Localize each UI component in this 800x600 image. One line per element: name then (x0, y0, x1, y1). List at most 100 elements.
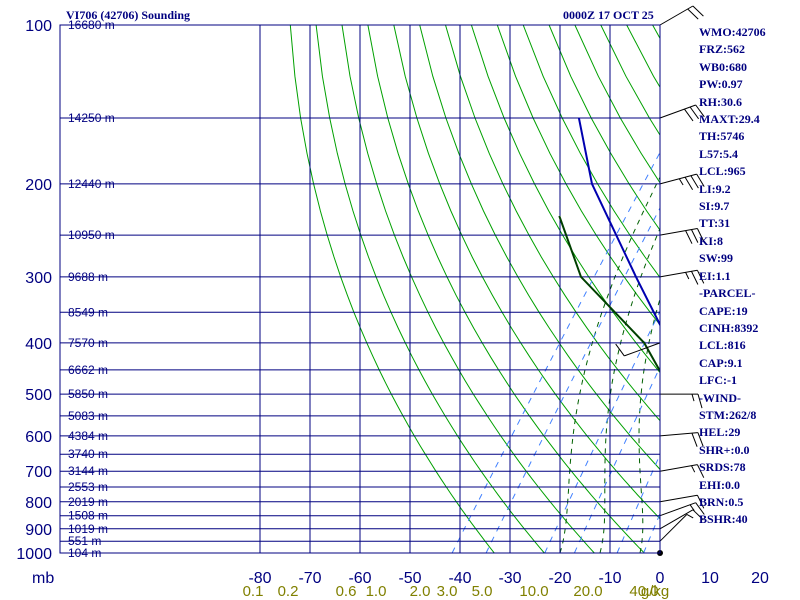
index-item: SW:99 (699, 251, 734, 266)
mixing-ratio-axis: 0.1 0.2 0.6 1.0 2.0 3.0 5.0 10.0 20.0 40.0g/kg (243, 583, 670, 600)
wind-barb (659, 513, 694, 542)
height-label: 3144 m (68, 464, 108, 478)
barb-staff (659, 464, 698, 472)
height-label: 5083 m (68, 409, 108, 423)
index-item: KI:8 (699, 233, 723, 248)
dry-adiabat (393, 25, 660, 520)
mixing-ratio-label: 0.2 (278, 583, 299, 600)
height-label: 12440 m (68, 177, 115, 191)
temperature-axis: -80-70-60-50-40-30-20-10010203040 (248, 570, 769, 587)
temperature-tick-label: -40 (448, 570, 471, 587)
index-item: LCL:816 (699, 338, 746, 353)
dry-adiabat (419, 25, 660, 471)
pressure-tick-label: 500 (25, 387, 52, 404)
wind-barb (659, 104, 705, 122)
barb-flag (696, 228, 705, 242)
dry-adiabat (496, 25, 660, 326)
pressure-tick-label: 800 (25, 495, 52, 512)
barb-staff (659, 514, 688, 542)
barb-flag (696, 173, 705, 187)
index-item: EI:1.1 (699, 268, 731, 283)
index-item: WB0:680 (699, 59, 747, 74)
height-label: 4384 m (68, 429, 108, 443)
index-item: WMO:42706 (699, 25, 766, 39)
index-item: PW:0.97 (699, 77, 743, 92)
pressure-tick-label: 100 (25, 18, 52, 35)
index-item: BRN:0.5 (699, 494, 744, 509)
mixing-ratio-line (451, 151, 660, 553)
barb-flag (697, 432, 704, 447)
index-item: LI:9.2 (699, 181, 731, 196)
mixing-ratio-label: 40.0 (629, 583, 658, 600)
dry-adiabat (289, 25, 495, 553)
barb-flag (692, 5, 704, 17)
index-item: LCL:965 (699, 164, 746, 179)
barb-flag (696, 464, 705, 478)
mixing-ratio-label: 0.1 (243, 583, 264, 600)
barb-flag (692, 509, 704, 521)
index-item: HEL:29 (699, 425, 741, 440)
barb-staff (659, 269, 698, 278)
temperature-tick-label: -70 (298, 570, 321, 587)
wind-barb (659, 269, 705, 285)
barb-staff (624, 342, 661, 357)
dry-adiabats (289, 25, 660, 553)
height-label: 1019 m (68, 522, 108, 536)
barb-flag (691, 432, 698, 447)
barb-flag (697, 393, 703, 409)
index-item: SHR+:0.0 (699, 442, 750, 457)
index-item: -PARCEL- (699, 286, 756, 301)
mixing-ratio-label: g/kg (641, 583, 669, 600)
pressure-tick-label: 400 (25, 336, 52, 353)
dry-adiabat (341, 25, 595, 553)
temperature-tick-label: -60 (348, 570, 371, 587)
pressure-tick-label: 200 (25, 177, 52, 194)
pressure-tick-label: 900 (25, 522, 52, 539)
temperature-tick-label: -80 (248, 570, 271, 587)
height-label: 551 m (68, 534, 101, 548)
index-item: CAPE:19 (699, 303, 748, 318)
index-item: TH:5746 (699, 129, 745, 144)
height-label: 2019 m (68, 495, 108, 509)
barb-staff (659, 228, 698, 236)
index-item: CAP:9.1 (699, 355, 743, 370)
pressure-tick-label: 600 (25, 429, 52, 446)
barb-flag (695, 502, 705, 515)
index-item: CINH:8392 (699, 320, 759, 335)
barb-half-flag (691, 465, 696, 473)
temperature-tick-label: 20 (751, 570, 769, 587)
barb-half-flag (678, 178, 684, 186)
pressure-axis: 100 200 300 400 500 600 700 800 900 1000 mb (16, 18, 54, 587)
barb-staff (659, 502, 696, 517)
height-label: 10950 m (68, 228, 115, 242)
mixing-ratio-label: 0.6 (336, 583, 357, 600)
pressure-tick-label: 1000 (16, 546, 52, 563)
index-item: RH:30.6 (699, 94, 742, 109)
temperature-tick-label: -50 (398, 570, 421, 587)
barb-flag (696, 494, 705, 509)
height-label: 104 m (68, 546, 101, 560)
index-item: TT:31 (699, 216, 731, 231)
barb-flag (685, 230, 693, 244)
dry-adiabat (470, 25, 660, 374)
pressure-unit-label: mb (32, 570, 54, 587)
plot-frame (59, 24, 661, 554)
mixing-ratio-label: 20.0 (573, 583, 602, 600)
temperature-tick-label: 0 (656, 570, 665, 587)
barb-half-flag (685, 272, 690, 280)
mixing-ratio-label: 1.0 (366, 583, 387, 600)
index-item: SRDS:78 (699, 460, 746, 475)
index-item: LFC:-1 (699, 373, 737, 388)
barb-flag (695, 104, 705, 118)
wind-barb (659, 228, 705, 244)
wind-barb (659, 173, 705, 190)
index-item: EHI:0.0 (699, 477, 741, 492)
barb-flag (687, 8, 699, 20)
moist-adiabat (762, 25, 800, 553)
barb-half-flag (691, 393, 695, 402)
index-item: L57:5.4 (699, 146, 738, 161)
barb-staff (659, 5, 694, 26)
index-item: FRZ:562 (699, 42, 745, 57)
mixing-ratio-label: 3.0 (437, 583, 458, 600)
height-label: 2553 m (68, 480, 108, 494)
